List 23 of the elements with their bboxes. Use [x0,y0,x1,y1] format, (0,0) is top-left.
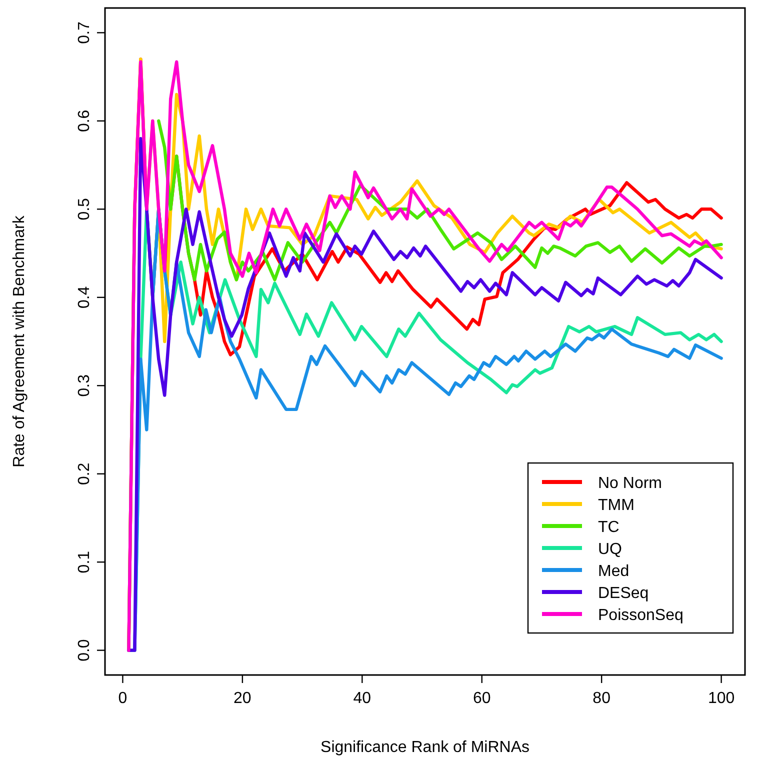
y-axis-title: Rate of Agreement with Benchmark [11,214,28,468]
legend-label: TC [598,519,620,536]
y-tick-label: 0.3 [76,374,93,397]
y-tick-label: 0.7 [76,21,93,44]
y-tick-label: 0.2 [76,462,93,485]
y-tick-label: 0.4 [76,286,93,309]
legend-label: Med [598,563,630,580]
legend-label: No Norm [598,475,662,492]
x-tick-label: 40 [353,690,372,707]
legend-label: PoissonSeq [598,607,684,624]
x-tick-label: 0 [118,690,128,707]
x-axis-title: Significance Rank of MiRNAs [320,739,530,756]
legend-label: DESeq [598,585,649,602]
legend-label: UQ [598,541,622,558]
legend-label: TMM [598,497,634,514]
x-tick-label: 60 [472,690,491,707]
x-tick-label: 20 [234,690,252,707]
x-tick-label: 80 [592,690,611,707]
y-tick-label: 0.1 [76,550,93,574]
x-tick-label: 100 [708,690,735,707]
y-tick-label: 0.6 [76,110,93,132]
y-tick-label: 0.5 [76,198,93,220]
y-tick-label: 0.0 [76,639,93,662]
